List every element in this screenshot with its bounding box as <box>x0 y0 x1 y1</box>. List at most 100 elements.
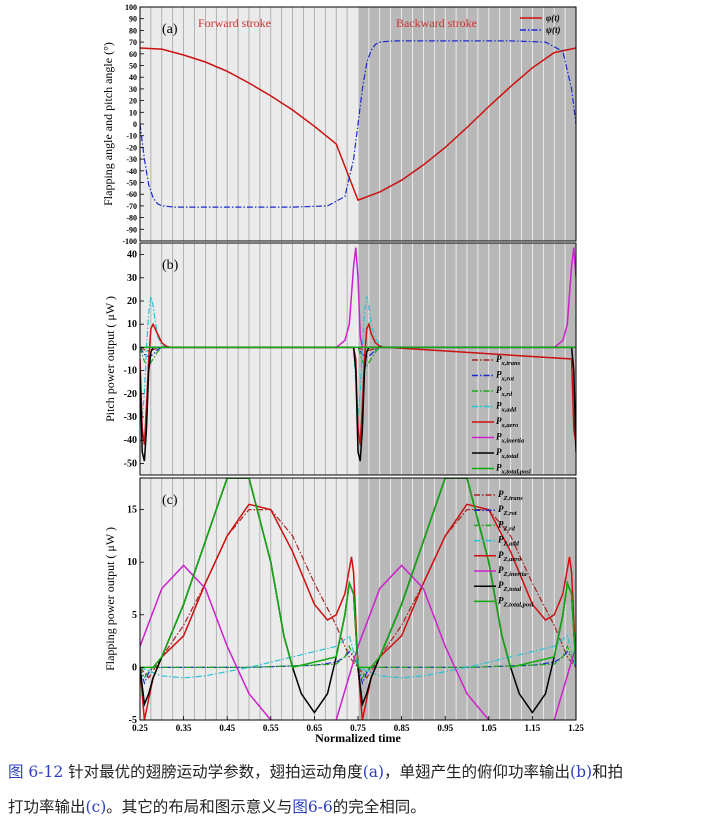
legend-label-main: P <box>498 565 504 575</box>
y-tick-label: -70 <box>126 202 137 211</box>
y-tick-label: 0 <box>133 120 137 129</box>
y-tick-label: 30 <box>127 273 137 284</box>
x-tick-label: 1.15 <box>525 723 541 733</box>
y-tick-label: 40 <box>129 73 137 82</box>
caption-ref-a[interactable]: (a) <box>362 763 385 781</box>
legend-label-main: P <box>496 432 502 442</box>
legend-label-main: P <box>496 416 502 426</box>
legend-label-sub: Z,aero <box>503 556 522 563</box>
legend-label-main: P <box>498 504 504 514</box>
y-tick-label: -10 <box>126 132 137 141</box>
legend-label: Px,rd <box>496 385 513 398</box>
y-tick-label: 5 <box>132 610 137 621</box>
y-tick-label: -60 <box>126 190 137 199</box>
chart-panel-0: -100-90-80-70-60-50-40-30-20-10010203040… <box>101 3 577 246</box>
y-tick-label: 90 <box>129 15 137 24</box>
legend-label-sub: Z,rd <box>503 525 516 532</box>
y-axis-label: Flapping angle and pitch angle (°) <box>101 42 115 206</box>
legend-label-sub: Z,total,posi <box>503 601 534 608</box>
legend-label-main: P <box>496 401 502 411</box>
y-tick-label: -20 <box>126 143 137 152</box>
panel-label: (c) <box>162 493 178 508</box>
y-tick-label: -40 <box>124 435 137 446</box>
y-tick-label: -90 <box>126 225 137 234</box>
legend-label: Px,total <box>496 447 518 460</box>
legend-label-sub: x,rd <box>501 391 513 398</box>
legend-label: PZ,aero <box>498 550 522 563</box>
legend-label-sub: Z,trans <box>503 495 524 502</box>
y-axis-label: Pitch power output ( μW ) <box>103 296 117 422</box>
legend-label-sub: x,total <box>501 453 519 460</box>
x-tick-label: 0.65 <box>307 723 323 733</box>
legend-label-main: P <box>496 447 502 457</box>
legend-label: Px,trans <box>496 354 521 367</box>
y-tick-label: 15 <box>127 505 137 516</box>
x-tick-label: 0.45 <box>219 723 235 733</box>
legend-label-main: P <box>498 535 504 545</box>
caption-text-2b: 。其它的布局和图示意义与 <box>106 798 293 816</box>
legend-label: PZ,add <box>498 535 520 548</box>
x-tick-label: 1.25 <box>568 723 584 733</box>
legend-label-sub: x,total,posi <box>501 469 531 476</box>
y-tick-label: 20 <box>127 296 137 307</box>
y-tick-label: -50 <box>124 458 137 469</box>
chart-panel-1: -50 -40 -30 -20 -10 0 10 20 30 40 Pitch power outp… <box>103 242 577 476</box>
panel-label: (b) <box>162 258 179 273</box>
legend-label-sub: x,rot <box>501 376 515 383</box>
legend-label-sub: x,inertia <box>501 438 525 445</box>
legend-label: Px,inertia <box>496 432 525 445</box>
caption-ref-c[interactable]: (c) <box>85 798 107 816</box>
y-tick-label: 0 <box>132 662 137 673</box>
y-tick-label: 10 <box>127 319 137 330</box>
caption-line-2: 打功率输出(c)。其它的布局和图示意义与图6-6的完全相同。 <box>8 795 698 817</box>
x-tick-label: 0.85 <box>394 723 410 733</box>
caption-ref-b[interactable]: (b) <box>570 763 593 781</box>
legend-label-sub: x,trans <box>501 360 521 367</box>
y-tick-label: 10 <box>127 557 137 568</box>
x-tick-label: 0.25 <box>132 723 148 733</box>
legend-label: Px,add <box>496 401 517 414</box>
legend-label: PZ,rot <box>498 504 517 517</box>
legend-label-main: P <box>496 370 502 380</box>
annotation-forward: Forward stroke <box>198 16 271 30</box>
caption-text-2c: 的完全相同。 <box>332 798 426 816</box>
legend-label: PZ,total,posi <box>498 595 534 608</box>
y-tick-label: 70 <box>129 38 137 47</box>
y-tick-label: 0 <box>132 342 137 353</box>
caption-fig-label: 图 6-12 <box>8 763 64 781</box>
figure: -100-90-80-70-60-50-40-30-20-10010203040… <box>101 3 584 745</box>
series-line-aero <box>140 47 576 202</box>
caption-ref-fig[interactable]: 图6-6 <box>292 798 333 816</box>
legend-label-sub: Z,rot <box>503 510 517 517</box>
y-tick-label: 20 <box>129 97 137 106</box>
legend-label: PZ,inertia <box>498 565 528 578</box>
y-tick-label: -10 <box>124 366 137 377</box>
y-tick-label: -40 <box>126 167 137 176</box>
x-tick-label: 0.55 <box>263 723 279 733</box>
y-tick-label: 50 <box>129 62 137 71</box>
caption-text-1c: 和拍 <box>592 763 624 781</box>
caption-line-1: 图 6-12 针对最优的翅膀运动学参数，翅拍运动角度(a)，单翅产生的俯仰功率输… <box>8 760 698 782</box>
caption-text-2a: 打功率输出 <box>8 798 86 816</box>
y-tick-label: 40 <box>127 250 137 261</box>
legend-label-sub: Z,add <box>503 541 520 548</box>
x-tick-label: 0.95 <box>437 723 453 733</box>
y-tick-label: -5 <box>129 715 137 726</box>
y-tick-label: 80 <box>129 26 137 35</box>
panels: -100-90-80-70-60-50-40-30-20-10010203040… <box>101 3 584 745</box>
legend-label: Px,aero <box>496 416 519 429</box>
x-axis-label: Normalized time <box>315 731 401 745</box>
legend-label: PZ,total <box>498 580 521 593</box>
legend-label-main: P <box>498 580 504 590</box>
y-tick-label: -100 <box>122 237 137 246</box>
y-tick-label: -50 <box>126 179 137 188</box>
legend-label: Px,total,posi <box>496 463 531 476</box>
legend-label-sub: x,aero <box>501 422 520 429</box>
caption-text-1b: ，单翅产生的俯仰功率输出 <box>384 763 571 781</box>
legend-label: φ(t) <box>546 13 560 23</box>
axes-frame <box>139 242 577 476</box>
x-tick-label: 1.05 <box>481 723 497 733</box>
y-axis-label: Flapping power output ( μW ) <box>103 527 117 671</box>
legend-label-sub: Z,total <box>503 586 522 593</box>
series-line-rot <box>140 40 576 208</box>
